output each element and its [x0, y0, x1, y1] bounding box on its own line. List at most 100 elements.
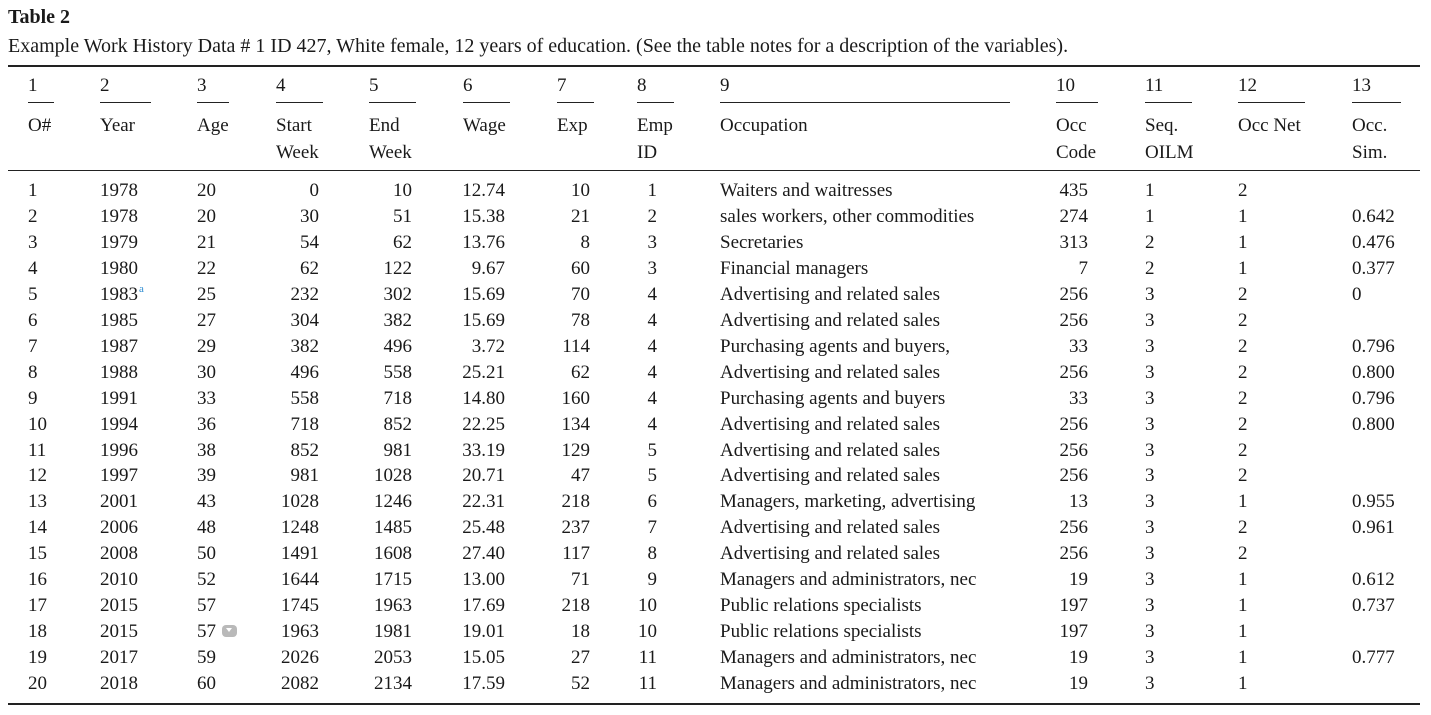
- cell: 59: [197, 647, 216, 669]
- column-number: 9: [720, 75, 730, 96]
- cell: 0.737: [1352, 595, 1395, 617]
- cell: 2: [1145, 257, 1155, 279]
- cell: 19: [1069, 673, 1088, 695]
- cell: 22.25: [462, 413, 505, 435]
- cell: 13.00: [462, 569, 505, 591]
- cell: 3: [1145, 413, 1155, 435]
- cell: 4: [647, 413, 658, 435]
- cell: 122: [383, 257, 413, 279]
- cell: 43: [197, 491, 216, 513]
- cell: 7: [1078, 257, 1089, 279]
- cell: 2: [1238, 465, 1248, 487]
- cell: 4: [647, 335, 658, 357]
- cell: 1978: [100, 205, 138, 227]
- cell: Purchasing agents and buyers,: [720, 335, 951, 357]
- cell: 2026: [281, 647, 319, 669]
- column-underline: [1145, 102, 1192, 103]
- cell: 302: [383, 283, 413, 305]
- cell: 38: [197, 439, 216, 461]
- cell: 25: [197, 283, 216, 305]
- cell: 11: [28, 439, 47, 461]
- cell: 3: [1145, 621, 1155, 643]
- cell: 981: [290, 465, 320, 487]
- cell: 4: [647, 387, 658, 409]
- cell: 435: [1059, 180, 1089, 201]
- cell: 382: [383, 309, 413, 331]
- cell: 0.796: [1352, 335, 1395, 357]
- cell: Managers and administrators, nec: [720, 647, 977, 669]
- cell: 2134: [374, 673, 412, 695]
- column-number: 7: [557, 75, 567, 96]
- cell: Advertising and related sales: [720, 413, 941, 435]
- cell: 852: [290, 439, 320, 461]
- cell: 7: [647, 517, 658, 539]
- cell: 15.38: [462, 205, 505, 227]
- cell: Advertising and related sales: [720, 283, 941, 305]
- cell: 3: [1145, 283, 1155, 305]
- cell: 1: [1238, 595, 1248, 617]
- cell: 17: [28, 595, 47, 617]
- cell: 30: [300, 205, 319, 227]
- cell: 1: [1238, 491, 1248, 513]
- table-caption: Example Work History Data # 1 ID 427, Wh…: [8, 35, 1069, 57]
- cell: 1987: [100, 335, 138, 357]
- cell: 237: [561, 517, 591, 539]
- cell: Managers and administrators, nec: [720, 569, 977, 591]
- cell: 2006: [100, 517, 138, 539]
- cell: 21: [571, 205, 590, 227]
- cell: 19.01: [462, 621, 505, 643]
- cell: 1: [1238, 673, 1248, 695]
- cell: 5: [647, 465, 658, 487]
- cell: 3: [1145, 491, 1155, 513]
- cell: 25.21: [462, 361, 505, 383]
- column-number: 4: [276, 75, 286, 96]
- cell: 9: [28, 387, 38, 409]
- cell: 10: [638, 595, 657, 617]
- cell: 7: [28, 335, 38, 357]
- cell: 4: [647, 283, 658, 305]
- expand-icon[interactable]: [222, 625, 237, 637]
- cell: 15.69: [462, 309, 505, 331]
- cell: 0.642: [1352, 205, 1395, 227]
- cell: 71: [571, 569, 590, 591]
- cell: 29: [197, 335, 216, 357]
- cell: 33: [1069, 335, 1088, 357]
- cell: 60: [571, 257, 590, 279]
- cell: 47: [571, 465, 590, 487]
- column-number: 2: [100, 75, 110, 96]
- cell: 5: [647, 439, 658, 461]
- cell: 1644: [281, 569, 319, 591]
- cell: 558: [383, 361, 413, 383]
- cell: 12.74: [462, 180, 505, 201]
- footnote-marker[interactable]: a: [139, 282, 144, 295]
- cell: 3: [1145, 387, 1155, 409]
- cell: 27: [197, 309, 216, 331]
- cell: Purchasing agents and buyers: [720, 387, 946, 409]
- cell: 1: [1238, 205, 1248, 227]
- cell: 9: [647, 569, 658, 591]
- cell: 20: [197, 180, 216, 201]
- cell: 0.961: [1352, 517, 1395, 539]
- cell: 22: [197, 257, 216, 279]
- column-underline: [197, 102, 229, 103]
- cell: 6: [647, 491, 658, 513]
- cell: 52: [571, 673, 590, 695]
- cell: 1028: [281, 491, 319, 513]
- cell: 2: [1238, 387, 1248, 409]
- cell: 13: [28, 491, 47, 513]
- cell: 197: [1059, 621, 1089, 643]
- cell: 10: [393, 180, 412, 201]
- cell: 10: [638, 621, 657, 643]
- cell: 3: [1145, 517, 1155, 539]
- cell: 3: [647, 257, 658, 279]
- cell: 0.476: [1352, 231, 1395, 253]
- column-number: 13: [1352, 75, 1371, 96]
- column-header: ID: [637, 142, 658, 163]
- cell: 114: [562, 335, 590, 357]
- cell: 3: [1145, 595, 1155, 617]
- cell: 256: [1059, 465, 1089, 487]
- bottom-rule: [8, 703, 1420, 705]
- cell: 197: [1059, 595, 1089, 617]
- cell: 1745: [281, 595, 319, 617]
- cell: 13.76: [462, 231, 505, 253]
